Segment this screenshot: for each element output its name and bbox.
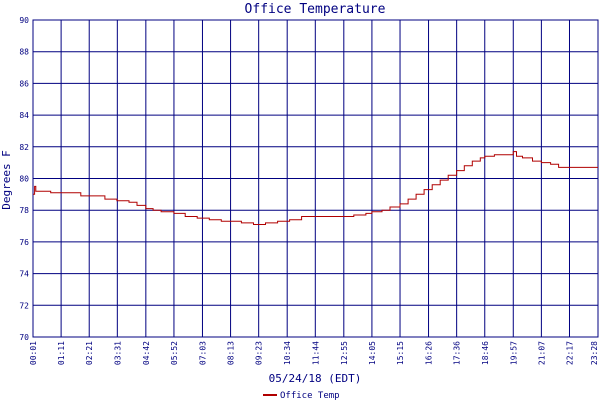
x-tick-label: 14:05 bbox=[368, 341, 377, 365]
y-tick-label: 86 bbox=[19, 79, 29, 88]
y-tick-label: 80 bbox=[19, 175, 29, 184]
x-tick-label: 09:23 bbox=[255, 341, 264, 365]
y-tick-label: 70 bbox=[19, 333, 29, 342]
y-tick-label: 90 bbox=[19, 16, 29, 25]
chart-title: Office Temperature bbox=[245, 2, 386, 17]
x-tick-label: 08:13 bbox=[227, 341, 236, 365]
y-tick-label: 74 bbox=[19, 270, 29, 279]
x-tick-label: 10:34 bbox=[283, 341, 292, 365]
y-axis-label: Degrees F bbox=[0, 150, 13, 210]
series-line-office-temp bbox=[33, 151, 598, 225]
y-tick-label: 88 bbox=[19, 48, 29, 57]
y-axis-ticks: 70 72 74 76 78 80 82 84 86 88 90 bbox=[19, 16, 29, 342]
x-tick-label: 05:52 bbox=[170, 341, 179, 365]
x-axis-label: 05/24/18 (EDT) bbox=[269, 372, 362, 385]
x-tick-label: 16:26 bbox=[425, 341, 434, 365]
x-tick-label: 11:44 bbox=[311, 341, 320, 365]
x-tick-label: 15:15 bbox=[396, 341, 405, 365]
x-tick-label: 03:31 bbox=[113, 341, 122, 365]
x-tick-label: 02:21 bbox=[85, 341, 94, 365]
y-tick-label: 76 bbox=[19, 238, 29, 247]
grid-lines bbox=[32, 19, 599, 338]
x-tick-label: 19:57 bbox=[509, 341, 518, 365]
series-lines bbox=[33, 151, 598, 225]
x-tick-label: 23:28 bbox=[590, 341, 599, 365]
x-tick-label: 00:01 bbox=[29, 341, 38, 365]
y-tick-label: 72 bbox=[19, 301, 29, 310]
x-tick-label: 17:36 bbox=[453, 341, 462, 365]
x-tick-label: 01:11 bbox=[57, 341, 66, 365]
x-tick-label: 18:46 bbox=[481, 341, 490, 365]
y-tick-label: 78 bbox=[19, 206, 29, 215]
legend: Office Temp bbox=[263, 391, 340, 400]
plot-frame bbox=[32, 19, 599, 338]
x-tick-label: 21:07 bbox=[537, 341, 546, 365]
x-tick-label: 22:17 bbox=[565, 341, 574, 365]
x-axis-ticks: 00:01 01:11 02:21 03:31 04:42 05:52 07:03 08:13… bbox=[29, 341, 599, 365]
x-tick-label: 12:55 bbox=[340, 341, 349, 365]
x-tick-label: 04:42 bbox=[142, 341, 151, 365]
legend-label-office-temp: Office Temp bbox=[280, 391, 340, 400]
y-tick-label: 84 bbox=[19, 111, 29, 120]
y-tick-label: 82 bbox=[19, 143, 29, 152]
x-tick-label: 07:03 bbox=[198, 341, 207, 365]
